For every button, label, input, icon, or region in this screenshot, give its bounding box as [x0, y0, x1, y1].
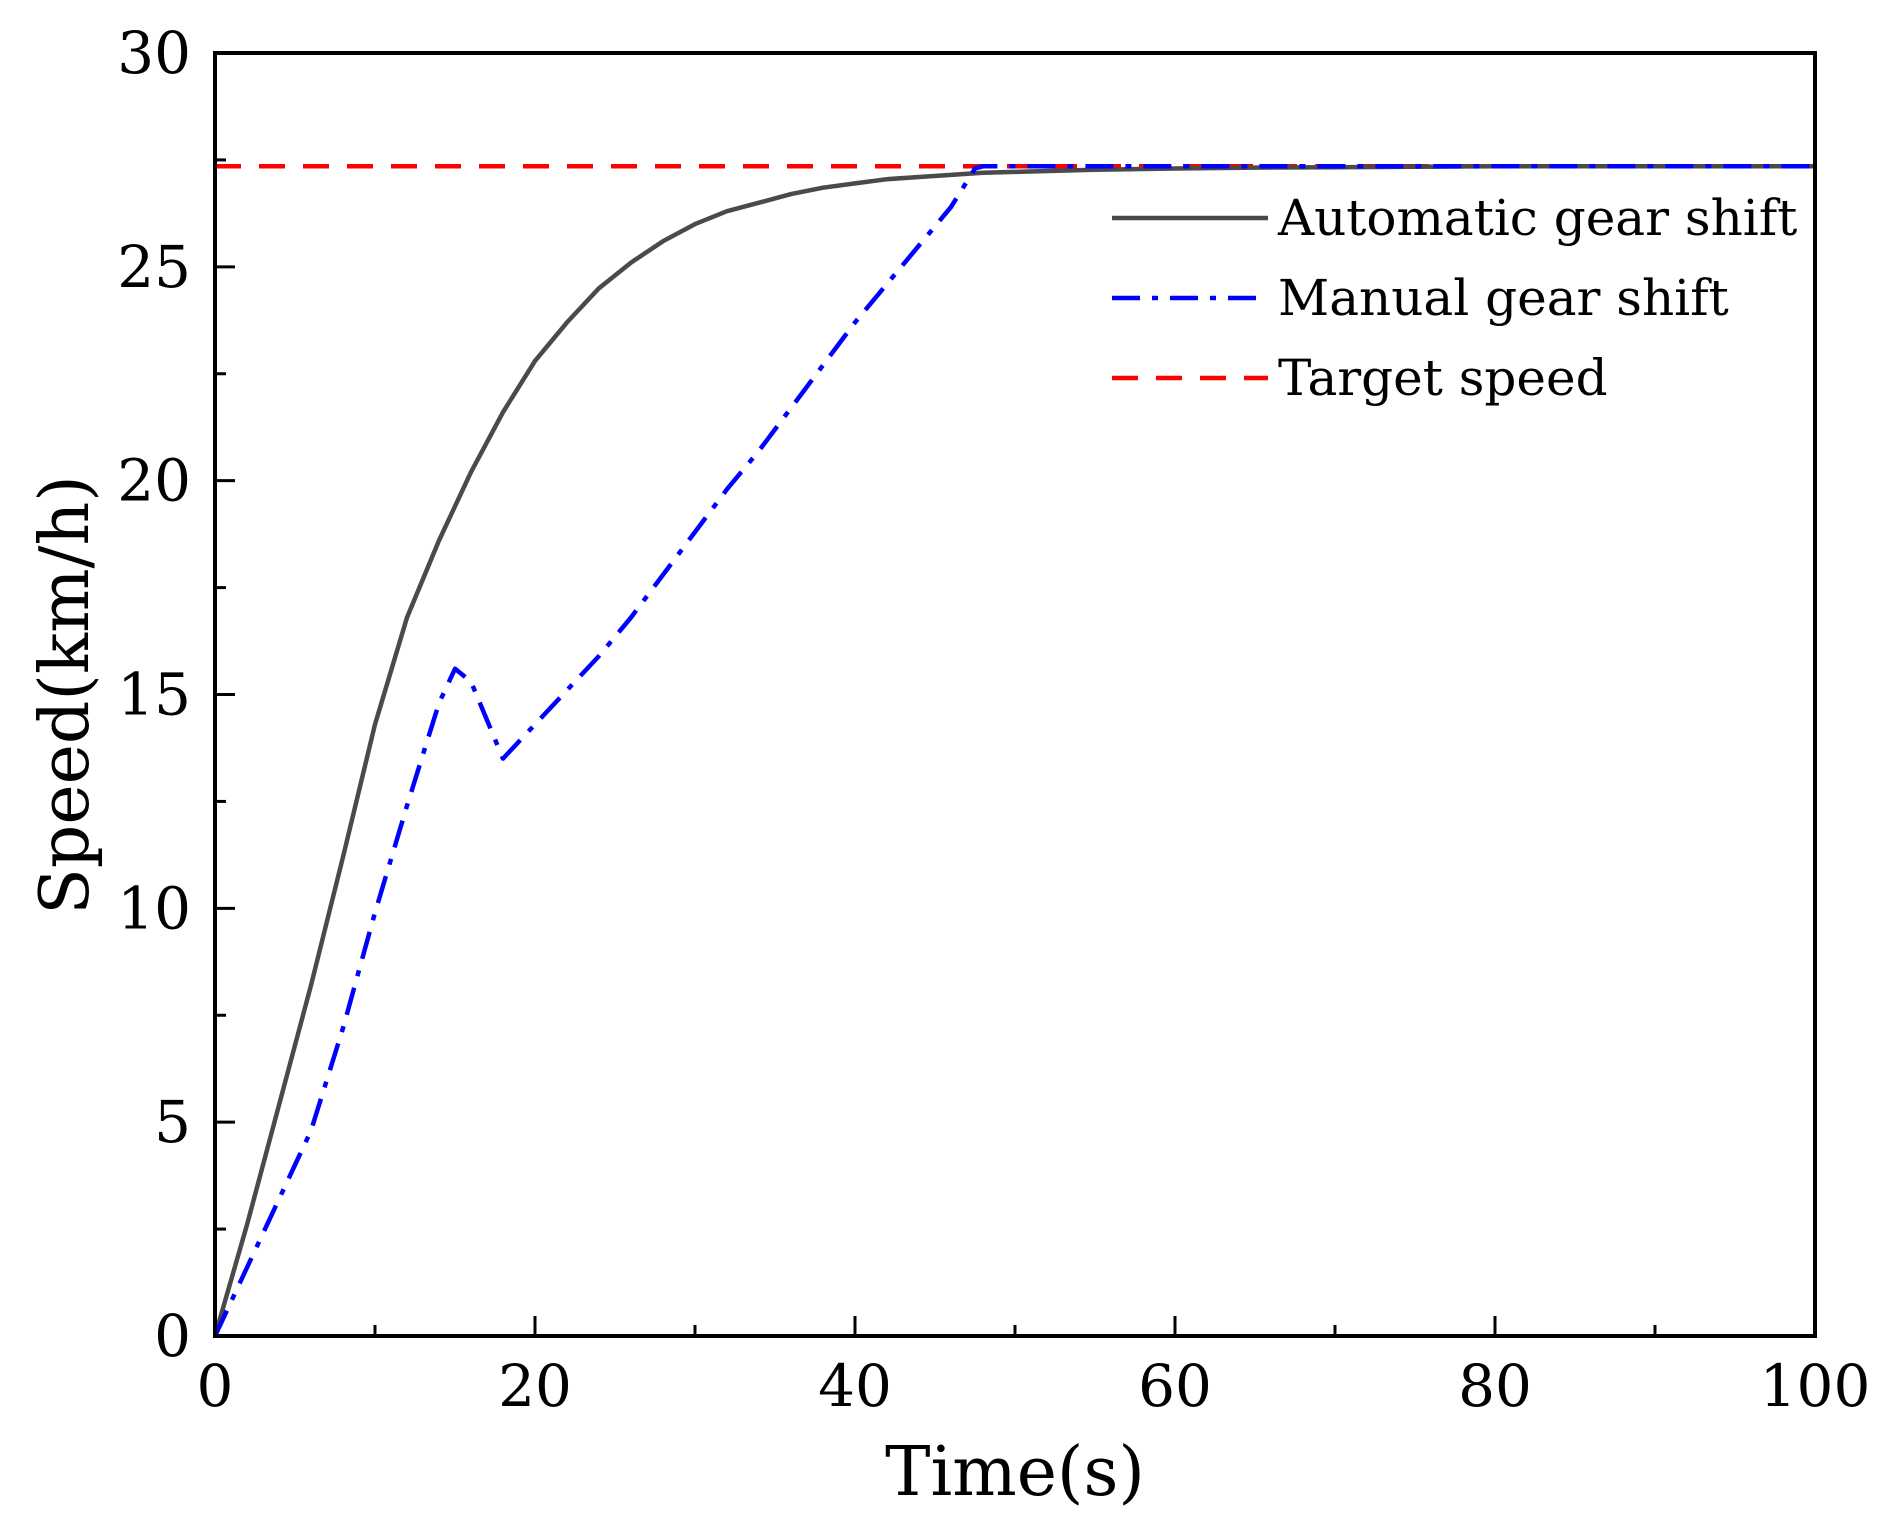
x-axis-title: Time(s): [885, 1433, 1145, 1512]
tick-labels: 0 20 40 60 80 100 0 5 10 15 20 25 30: [117, 19, 1870, 1420]
legend-label: Target speed: [1278, 349, 1608, 407]
y-tick-label: 0: [154, 1302, 191, 1370]
x-tick-label: 40: [818, 1352, 892, 1420]
series-layer: [212, 164, 1815, 1337]
y-tick-label: 20: [117, 447, 191, 515]
x-tick-label: 80: [1458, 1352, 1532, 1420]
legend-label: Automatic gear shift: [1277, 189, 1797, 247]
x-tick-label: 20: [498, 1352, 572, 1420]
x-tick-label: 0: [197, 1352, 234, 1420]
y-axis-title: Speed(km/h): [26, 475, 105, 915]
y-tick-label: 10: [117, 874, 191, 942]
x-tick-label: 100: [1760, 1352, 1871, 1420]
axis-ticks: [213, 51, 1817, 1338]
y-tick-label: 25: [117, 233, 191, 301]
y-tick-label: 30: [117, 19, 191, 87]
x-tick-label: 60: [1138, 1352, 1212, 1420]
y-tick-label: 5: [154, 1088, 191, 1156]
series-line-manual-gear-shift: [212, 164, 1815, 1337]
legend-label: Manual gear shift: [1278, 269, 1729, 327]
y-tick-label: 15: [117, 661, 191, 729]
legend: Automatic gear shift Manual gear shift Tar…: [1112, 189, 1797, 407]
series-line-automatic-gear-shift: [212, 164, 1815, 1337]
